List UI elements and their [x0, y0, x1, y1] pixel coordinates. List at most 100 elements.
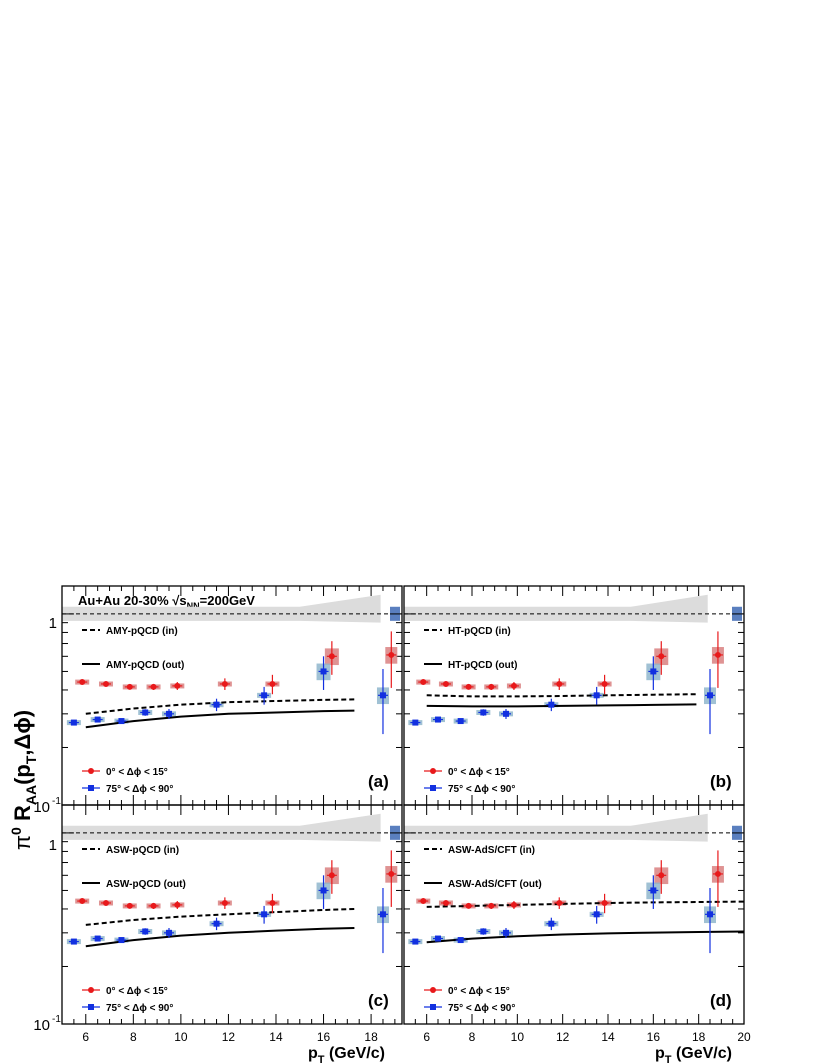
- panel-label: (b): [710, 772, 732, 791]
- in-plane-point: [269, 899, 276, 906]
- x-tick-label: 8: [469, 1030, 476, 1044]
- in-plane-point: [102, 899, 109, 906]
- legend-data-in: 0° < Δϕ < 15°: [448, 767, 510, 778]
- panel-b: (b) HT-pQCD (in) HT-pQCD (out) 0° < Δϕ <…: [403, 585, 745, 806]
- in-plane-point: [221, 899, 228, 906]
- y-tick-label-1-top: 1: [49, 615, 57, 632]
- in-plane-point: [126, 683, 133, 690]
- legend-model-out: ASW-AdS/CFT (out): [448, 879, 542, 890]
- in-plane-point: [442, 680, 449, 687]
- x-tick-label: 12: [556, 1030, 570, 1044]
- out-of-plane-point: [650, 887, 657, 894]
- normalization-band: [62, 813, 381, 842]
- in-plane-point: [150, 902, 157, 909]
- legend-marker-data-in: [88, 768, 94, 774]
- out-of-plane-point: [548, 701, 555, 708]
- legend-model-out: ASW-pQCD (out): [106, 879, 186, 890]
- panel-frame: [61, 804, 403, 1025]
- out-of-plane-point: [457, 937, 464, 944]
- out-of-plane-point: [213, 701, 220, 708]
- out-of-plane-point: [503, 710, 509, 717]
- legend-model-in: AMY-pQCD (in): [106, 626, 178, 637]
- x-tick-label: 14: [601, 1030, 615, 1044]
- out-of-plane-point: [480, 928, 487, 935]
- out-of-plane-point: [165, 710, 172, 717]
- legend-marker-data-out: [88, 1004, 94, 1010]
- out-of-plane-point: [503, 929, 509, 936]
- model-curve-out: [426, 703, 697, 708]
- in-plane-point: [510, 682, 517, 689]
- x-tick-label: 10: [174, 1030, 188, 1044]
- normalization-band: [62, 594, 381, 623]
- in-plane-point: [420, 679, 427, 686]
- x-tick-label: 6: [423, 1030, 430, 1044]
- out-of-plane-point: [379, 911, 386, 918]
- in-plane-point: [488, 902, 495, 909]
- model-curve-out: [85, 927, 355, 948]
- model-curve-out: [426, 930, 745, 944]
- model-curve-out: [85, 709, 355, 729]
- in-plane-point: [442, 899, 449, 906]
- out-of-plane-point: [94, 935, 101, 942]
- in-plane-point: [556, 680, 563, 687]
- in-plane-point: [714, 651, 721, 658]
- in-plane-point: [420, 898, 427, 905]
- y-tick-label-0.1-bottom: 10: [33, 1017, 50, 1034]
- x-tick-label: 18: [692, 1030, 706, 1044]
- header-label: Au+Au 20-30% √sNN=200GeV: [78, 593, 255, 611]
- in-plane-point: [79, 898, 86, 905]
- in-plane-point: [328, 872, 335, 879]
- out-of-plane-point: [213, 920, 220, 927]
- out-of-plane-point: [435, 935, 441, 942]
- normalization-band: [404, 813, 708, 842]
- legend-data-out: 75° < Δϕ < 90°: [106, 784, 173, 795]
- out-of-plane-point: [94, 716, 101, 723]
- y-tick-label-0.1-bottom-exp: -1: [52, 1014, 61, 1025]
- in-plane-point: [388, 870, 395, 877]
- in-plane-point: [150, 683, 157, 690]
- legend-marker-data-out: [430, 1004, 436, 1010]
- y-tick-label-0.1-top-exp: -1: [52, 796, 61, 807]
- x-tick-label: 8: [130, 1030, 137, 1044]
- out-of-plane-point: [165, 929, 172, 936]
- x-tick-label: 16: [647, 1030, 661, 1044]
- out-of-plane-point: [70, 938, 77, 945]
- out-of-plane-point: [480, 709, 487, 716]
- in-plane-point: [126, 902, 133, 909]
- in-plane-point: [510, 901, 517, 908]
- in-plane-point: [714, 870, 721, 877]
- model-curve-in: [426, 900, 745, 908]
- legend-data-in: 0° < Δϕ < 15°: [448, 986, 510, 997]
- in-plane-point: [465, 902, 472, 909]
- out-of-plane-point: [118, 718, 125, 725]
- out-of-plane-point: [320, 668, 327, 675]
- out-of-plane-point: [142, 709, 149, 716]
- x-tick-label: 20: [737, 1030, 751, 1044]
- in-plane-point: [388, 651, 395, 658]
- out-of-plane-point: [707, 692, 713, 699]
- panel-label: (d): [710, 991, 732, 1010]
- in-plane-point: [601, 680, 608, 687]
- out-of-plane-point: [142, 928, 149, 935]
- x-tick-label: 16: [317, 1030, 331, 1044]
- model-curve-in: [426, 693, 697, 698]
- legend-model-out: AMY-pQCD (out): [106, 660, 184, 671]
- panel-c: (c) ASW-pQCD (in) ASW-pQCD (out) 0° < Δϕ…: [61, 804, 403, 1044]
- x-tick-label: 6: [82, 1030, 89, 1044]
- legend-data-out: 75° < Δϕ < 90°: [106, 1003, 173, 1014]
- panel-label: (a): [368, 772, 389, 791]
- legend-marker-data-out: [430, 785, 436, 791]
- in-plane-point: [269, 680, 276, 687]
- out-of-plane-point: [70, 719, 77, 726]
- legend-marker-data-out: [88, 785, 94, 791]
- panel-frame: [403, 804, 745, 1025]
- in-plane-point: [221, 680, 228, 687]
- x-tick-label: 12: [222, 1030, 236, 1044]
- out-of-plane-point: [707, 911, 713, 918]
- in-plane-point: [488, 683, 495, 690]
- legend-data-out: 75° < Δϕ < 90°: [448, 784, 515, 795]
- legend-model-in: ASW-AdS/CFT (in): [448, 845, 535, 856]
- in-plane-point: [102, 680, 109, 687]
- x-axis-label-left: pT (GeV/c): [308, 1045, 385, 1064]
